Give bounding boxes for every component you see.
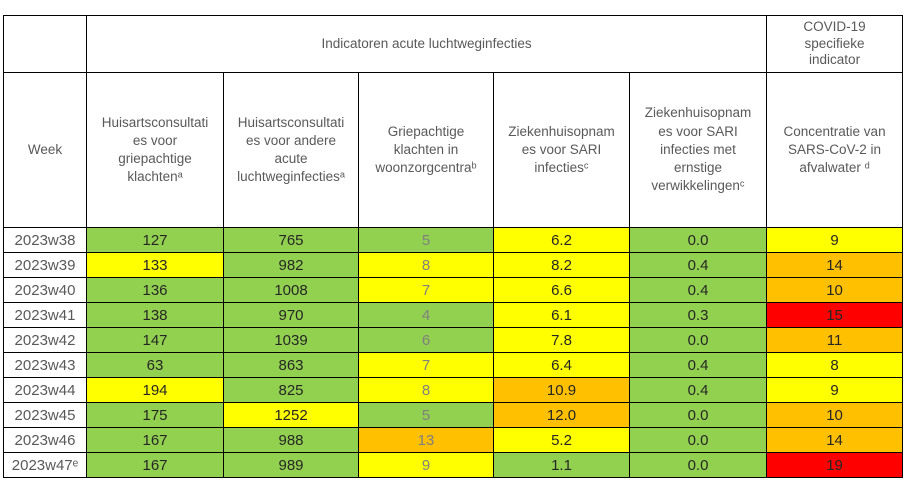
value-cell: 6: [358, 327, 494, 353]
value-cell: 12.0: [493, 402, 630, 428]
value-cell: 0.0: [628, 402, 768, 428]
value-cell: 167: [86, 427, 224, 453]
table-row: 2023w40 136 1008 7 6.6 0.4 10: [3, 277, 904, 303]
value-cell: 8: [358, 252, 494, 278]
week-cell: 2023w47ᵉ: [3, 452, 87, 478]
value-cell: 1008: [223, 277, 359, 303]
value-cell: 5.2: [493, 427, 630, 453]
corner-blank-cell: [3, 15, 87, 73]
value-cell: 8: [766, 352, 904, 378]
value-cell: 1252: [223, 402, 359, 428]
value-cell: 133: [86, 252, 224, 278]
week-cell: 2023w43: [3, 352, 87, 378]
value-cell: 7.8: [493, 327, 630, 353]
group-header-covid: COVID-19 specifieke indicator: [766, 15, 904, 73]
table-row: 2023w44 194 825 8 10.9 0.4 9: [3, 377, 904, 403]
value-cell: 10: [766, 277, 904, 303]
value-cell: 6.1: [493, 302, 630, 328]
value-cell: 989: [223, 452, 359, 478]
table-row: 2023w47ᵉ 167 989 9 1.1 0.0 19: [3, 452, 904, 478]
table-row: 2023w39 133 982 8 8.2 0.4 14: [3, 252, 904, 278]
value-cell: 138: [86, 302, 224, 328]
value-cell: 0.4: [628, 352, 768, 378]
value-cell: 1.1: [493, 452, 630, 478]
value-cell: 147: [86, 327, 224, 353]
week-cell: 2023w46: [3, 427, 87, 453]
value-cell: 175: [86, 402, 224, 428]
value-cell: 0.4: [628, 377, 768, 403]
column-header-ili-care-homes: Griepachtige klachten in woonzorgcentraᵇ: [358, 72, 494, 228]
value-cell: 0.0: [628, 327, 768, 353]
value-cell: 4: [358, 302, 494, 328]
value-cell: 10: [766, 402, 904, 428]
value-cell: 6.6: [493, 277, 630, 303]
table-row: 2023w43 63 863 7 6.4 0.4 8: [3, 352, 904, 378]
value-cell: 7: [358, 352, 494, 378]
value-cell: 7: [358, 277, 494, 303]
value-cell: 9: [766, 377, 904, 403]
value-cell: 10.9: [493, 377, 630, 403]
value-cell: 19: [766, 452, 904, 478]
value-cell: 0.3: [628, 302, 768, 328]
ari-indicators-table: Indicatoren acute luchtweginfecties COVI…: [3, 15, 904, 478]
value-cell: 14: [766, 252, 904, 278]
week-cell: 2023w42: [3, 327, 87, 353]
table-row: 2023w45 175 1252 5 12.0 0.0 10: [3, 402, 904, 428]
value-cell: 9: [766, 227, 904, 253]
value-cell: 9: [358, 452, 494, 478]
value-cell: 13: [358, 427, 494, 453]
value-cell: 8: [358, 377, 494, 403]
value-cell: 0.0: [628, 427, 768, 453]
table-row: 2023w38 127 765 5 6.2 0.0 9: [3, 227, 904, 253]
column-header-sars-cov-2-wastewater: Concentratie van SARS-CoV-2 in afvalwate…: [766, 72, 904, 228]
week-cell: 2023w38: [3, 227, 87, 253]
column-header-row: Week Huisartsconsultati es voor griepach…: [3, 72, 904, 228]
table-header: Indicatoren acute luchtweginfecties COVI…: [3, 15, 904, 228]
value-cell: 15: [766, 302, 904, 328]
value-cell: 167: [86, 452, 224, 478]
value-cell: 765: [223, 227, 359, 253]
week-cell: 2023w40: [3, 277, 87, 303]
value-cell: 63: [86, 352, 224, 378]
value-cell: 14: [766, 427, 904, 453]
week-cell: 2023w45: [3, 402, 87, 428]
column-header-sari-admissions: Ziekenhuisopnam es voor SARI infectiesᶜ: [493, 72, 630, 228]
value-cell: 1039: [223, 327, 359, 353]
value-cell: 825: [223, 377, 359, 403]
table-row: 2023w42 147 1039 6 7.8 0.0 11: [3, 327, 904, 353]
value-cell: 127: [86, 227, 224, 253]
value-cell: 6.2: [493, 227, 630, 253]
value-cell: 136: [86, 277, 224, 303]
value-cell: 8.2: [493, 252, 630, 278]
value-cell: 0.4: [628, 277, 768, 303]
value-cell: 988: [223, 427, 359, 453]
group-header-ari: Indicatoren acute luchtweginfecties: [85, 15, 768, 73]
value-cell: 5: [358, 402, 494, 428]
table-row: 2023w46 167 988 13 5.2 0.0 14: [3, 427, 904, 453]
column-header-gp-other-ari-consultations: Huisartsconsultati es voor andere acute …: [223, 72, 359, 228]
table-row: 2023w41 138 970 4 6.1 0.3 15: [3, 302, 904, 328]
value-cell: 970: [223, 302, 359, 328]
value-cell: 863: [223, 352, 359, 378]
column-header-week: Week: [3, 72, 87, 228]
value-cell: 5: [358, 227, 494, 253]
value-cell: 0.4: [628, 252, 768, 278]
column-header-sari-severe-admissions: Ziekenhuisopnam es voor SARI infecties m…: [628, 72, 768, 228]
value-cell: 982: [223, 252, 359, 278]
table-body: 2023w38 127 765 5 6.2 0.0 9 2023w39 133 982 8 8.2 0.…: [3, 227, 904, 478]
week-cell: 2023w41: [3, 302, 87, 328]
value-cell: 0.0: [628, 227, 768, 253]
value-cell: 0.0: [628, 452, 768, 478]
value-cell: 6.4: [493, 352, 630, 378]
week-cell: 2023w39: [3, 252, 87, 278]
column-header-gp-ili-consultations: Huisartsconsultati es voor griepachtige …: [86, 72, 224, 228]
group-header-row: Indicatoren acute luchtweginfecties COVI…: [3, 15, 904, 73]
value-cell: 11: [766, 327, 904, 353]
value-cell: 194: [86, 377, 224, 403]
week-cell: 2023w44: [3, 377, 87, 403]
